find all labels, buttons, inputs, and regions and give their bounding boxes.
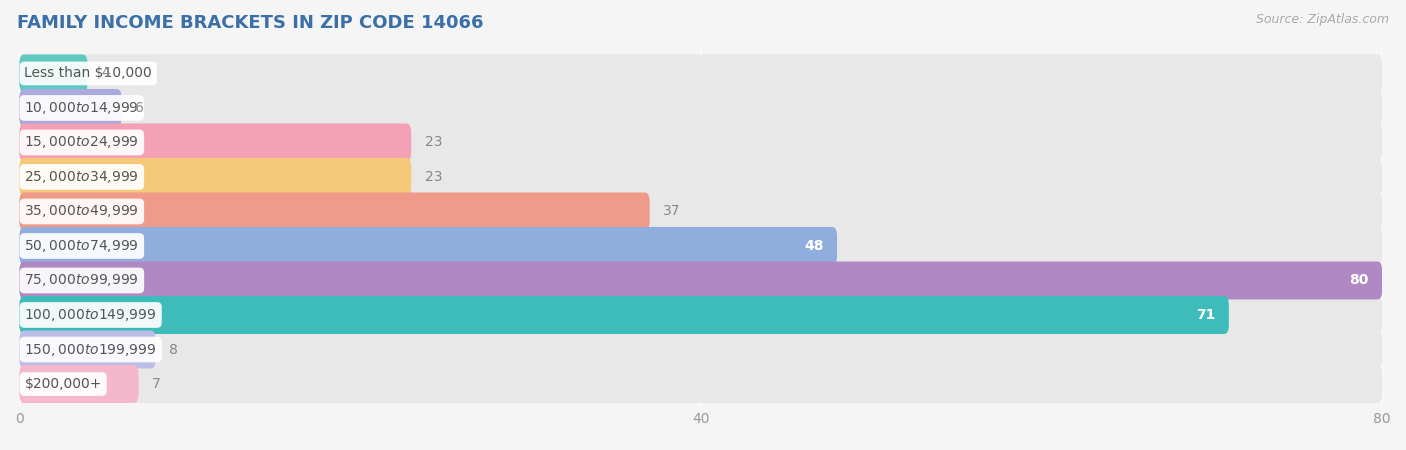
FancyBboxPatch shape — [20, 123, 411, 162]
Text: $35,000 to $49,999: $35,000 to $49,999 — [24, 203, 139, 220]
FancyBboxPatch shape — [20, 123, 1382, 162]
Text: $10,000 to $14,999: $10,000 to $14,999 — [24, 100, 139, 116]
FancyBboxPatch shape — [20, 193, 650, 230]
Text: Source: ZipAtlas.com: Source: ZipAtlas.com — [1256, 14, 1389, 27]
Text: 8: 8 — [169, 342, 179, 356]
Bar — [20, 229, 1382, 263]
FancyBboxPatch shape — [20, 330, 1382, 369]
Text: 4: 4 — [101, 67, 110, 81]
Text: $75,000 to $99,999: $75,000 to $99,999 — [24, 273, 139, 288]
FancyBboxPatch shape — [20, 261, 1382, 299]
FancyBboxPatch shape — [20, 296, 1229, 334]
Text: 80: 80 — [1350, 274, 1368, 288]
FancyBboxPatch shape — [20, 296, 1382, 334]
Text: 71: 71 — [1197, 308, 1215, 322]
FancyBboxPatch shape — [20, 330, 156, 369]
Text: $100,000 to $149,999: $100,000 to $149,999 — [24, 307, 157, 323]
Bar — [20, 91, 1382, 125]
FancyBboxPatch shape — [20, 89, 121, 127]
FancyBboxPatch shape — [20, 54, 87, 92]
Text: $200,000+: $200,000+ — [24, 377, 101, 391]
FancyBboxPatch shape — [20, 193, 1382, 230]
Bar — [20, 367, 1382, 401]
Text: 6: 6 — [135, 101, 143, 115]
Bar — [20, 263, 1382, 298]
FancyBboxPatch shape — [20, 89, 1382, 127]
FancyBboxPatch shape — [20, 158, 1382, 196]
Text: $150,000 to $199,999: $150,000 to $199,999 — [24, 342, 157, 357]
Bar — [20, 332, 1382, 367]
Bar — [20, 125, 1382, 160]
Text: 7: 7 — [152, 377, 162, 391]
FancyBboxPatch shape — [20, 158, 411, 196]
FancyBboxPatch shape — [20, 261, 1382, 299]
FancyBboxPatch shape — [20, 54, 1382, 92]
Text: $15,000 to $24,999: $15,000 to $24,999 — [24, 135, 139, 150]
FancyBboxPatch shape — [20, 365, 1382, 403]
Text: 37: 37 — [664, 204, 681, 218]
Text: FAMILY INCOME BRACKETS IN ZIP CODE 14066: FAMILY INCOME BRACKETS IN ZIP CODE 14066 — [17, 14, 484, 32]
Bar — [20, 56, 1382, 91]
FancyBboxPatch shape — [20, 227, 837, 265]
Text: 48: 48 — [804, 239, 824, 253]
Text: 23: 23 — [425, 170, 443, 184]
FancyBboxPatch shape — [20, 227, 1382, 265]
Text: $50,000 to $74,999: $50,000 to $74,999 — [24, 238, 139, 254]
FancyBboxPatch shape — [20, 365, 139, 403]
Text: Less than $10,000: Less than $10,000 — [24, 67, 152, 81]
Bar — [20, 194, 1382, 229]
Bar — [20, 160, 1382, 194]
Text: 23: 23 — [425, 135, 443, 149]
Bar — [20, 298, 1382, 332]
Text: $25,000 to $34,999: $25,000 to $34,999 — [24, 169, 139, 185]
